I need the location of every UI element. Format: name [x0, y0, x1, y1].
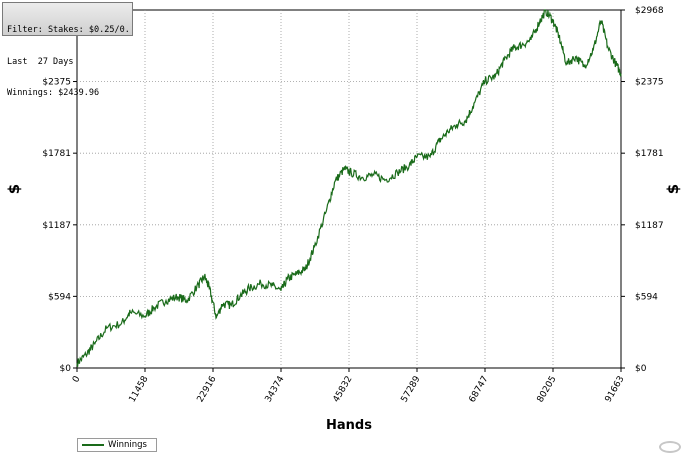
y-tick-label-right: $1187: [635, 221, 664, 231]
y-tick-label-left: $0: [60, 364, 72, 374]
y-axis-title-right: $: [664, 184, 682, 194]
period-text: Last 27 Days: [7, 56, 74, 67]
y-tick-label-right: $2968: [635, 6, 664, 16]
x-tick-label: 11458: [128, 374, 151, 404]
y-tick-label-right: $1781: [635, 149, 664, 159]
y-axis-title-left: $: [5, 184, 23, 194]
x-tick-label: 68747: [468, 375, 491, 405]
grid-lines: [77, 10, 621, 368]
x-axis-title: Hands: [326, 418, 372, 433]
x-tick-label: 0: [71, 374, 83, 384]
y-tick-label-right: $594: [635, 292, 658, 302]
x-tick-label: 45832: [332, 375, 355, 405]
y-tick-label-left: $1187: [42, 221, 71, 231]
x-tick-label: 80205: [536, 375, 559, 405]
legend-swatch-winnings: [82, 444, 104, 446]
x-tick-label: 57289: [400, 374, 423, 404]
y-tick-label-left: $2375: [42, 78, 71, 88]
y-tick-label-left: $1781: [42, 149, 71, 159]
watermark-logo: [646, 441, 694, 463]
legend-label-winnings: Winnings: [108, 440, 147, 450]
filter-info-box: Filter: Stakes: $0.25/0.5 NL Last 27 Day…: [2, 2, 133, 98]
y-tick-label-right: $2375: [635, 78, 664, 88]
filter-text: Filter: Stakes: $0.25/0.5 NL: [7, 25, 128, 35]
x-tick-label: 34374: [264, 374, 287, 404]
series-line-winnings: [76, 9, 622, 367]
y-ticks-right: $0 $594 $1187 $1781 $2375 $2968: [621, 6, 664, 374]
x-tick-label: 22916: [196, 374, 219, 404]
x-tick-label: 91663: [604, 375, 627, 405]
y-tick-label-left: $594: [48, 292, 71, 302]
logo-icon: [659, 441, 681, 453]
y-tick-label-right: $0: [635, 364, 647, 374]
plot-area: [76, 9, 622, 369]
x-ticks: 0 11458 22916 34374 45832 57289 68747 80205 9166…: [71, 368, 627, 404]
chart-legend: Winnings: [77, 438, 157, 452]
winnings-text: Winnings: $2439.96: [7, 88, 100, 98]
